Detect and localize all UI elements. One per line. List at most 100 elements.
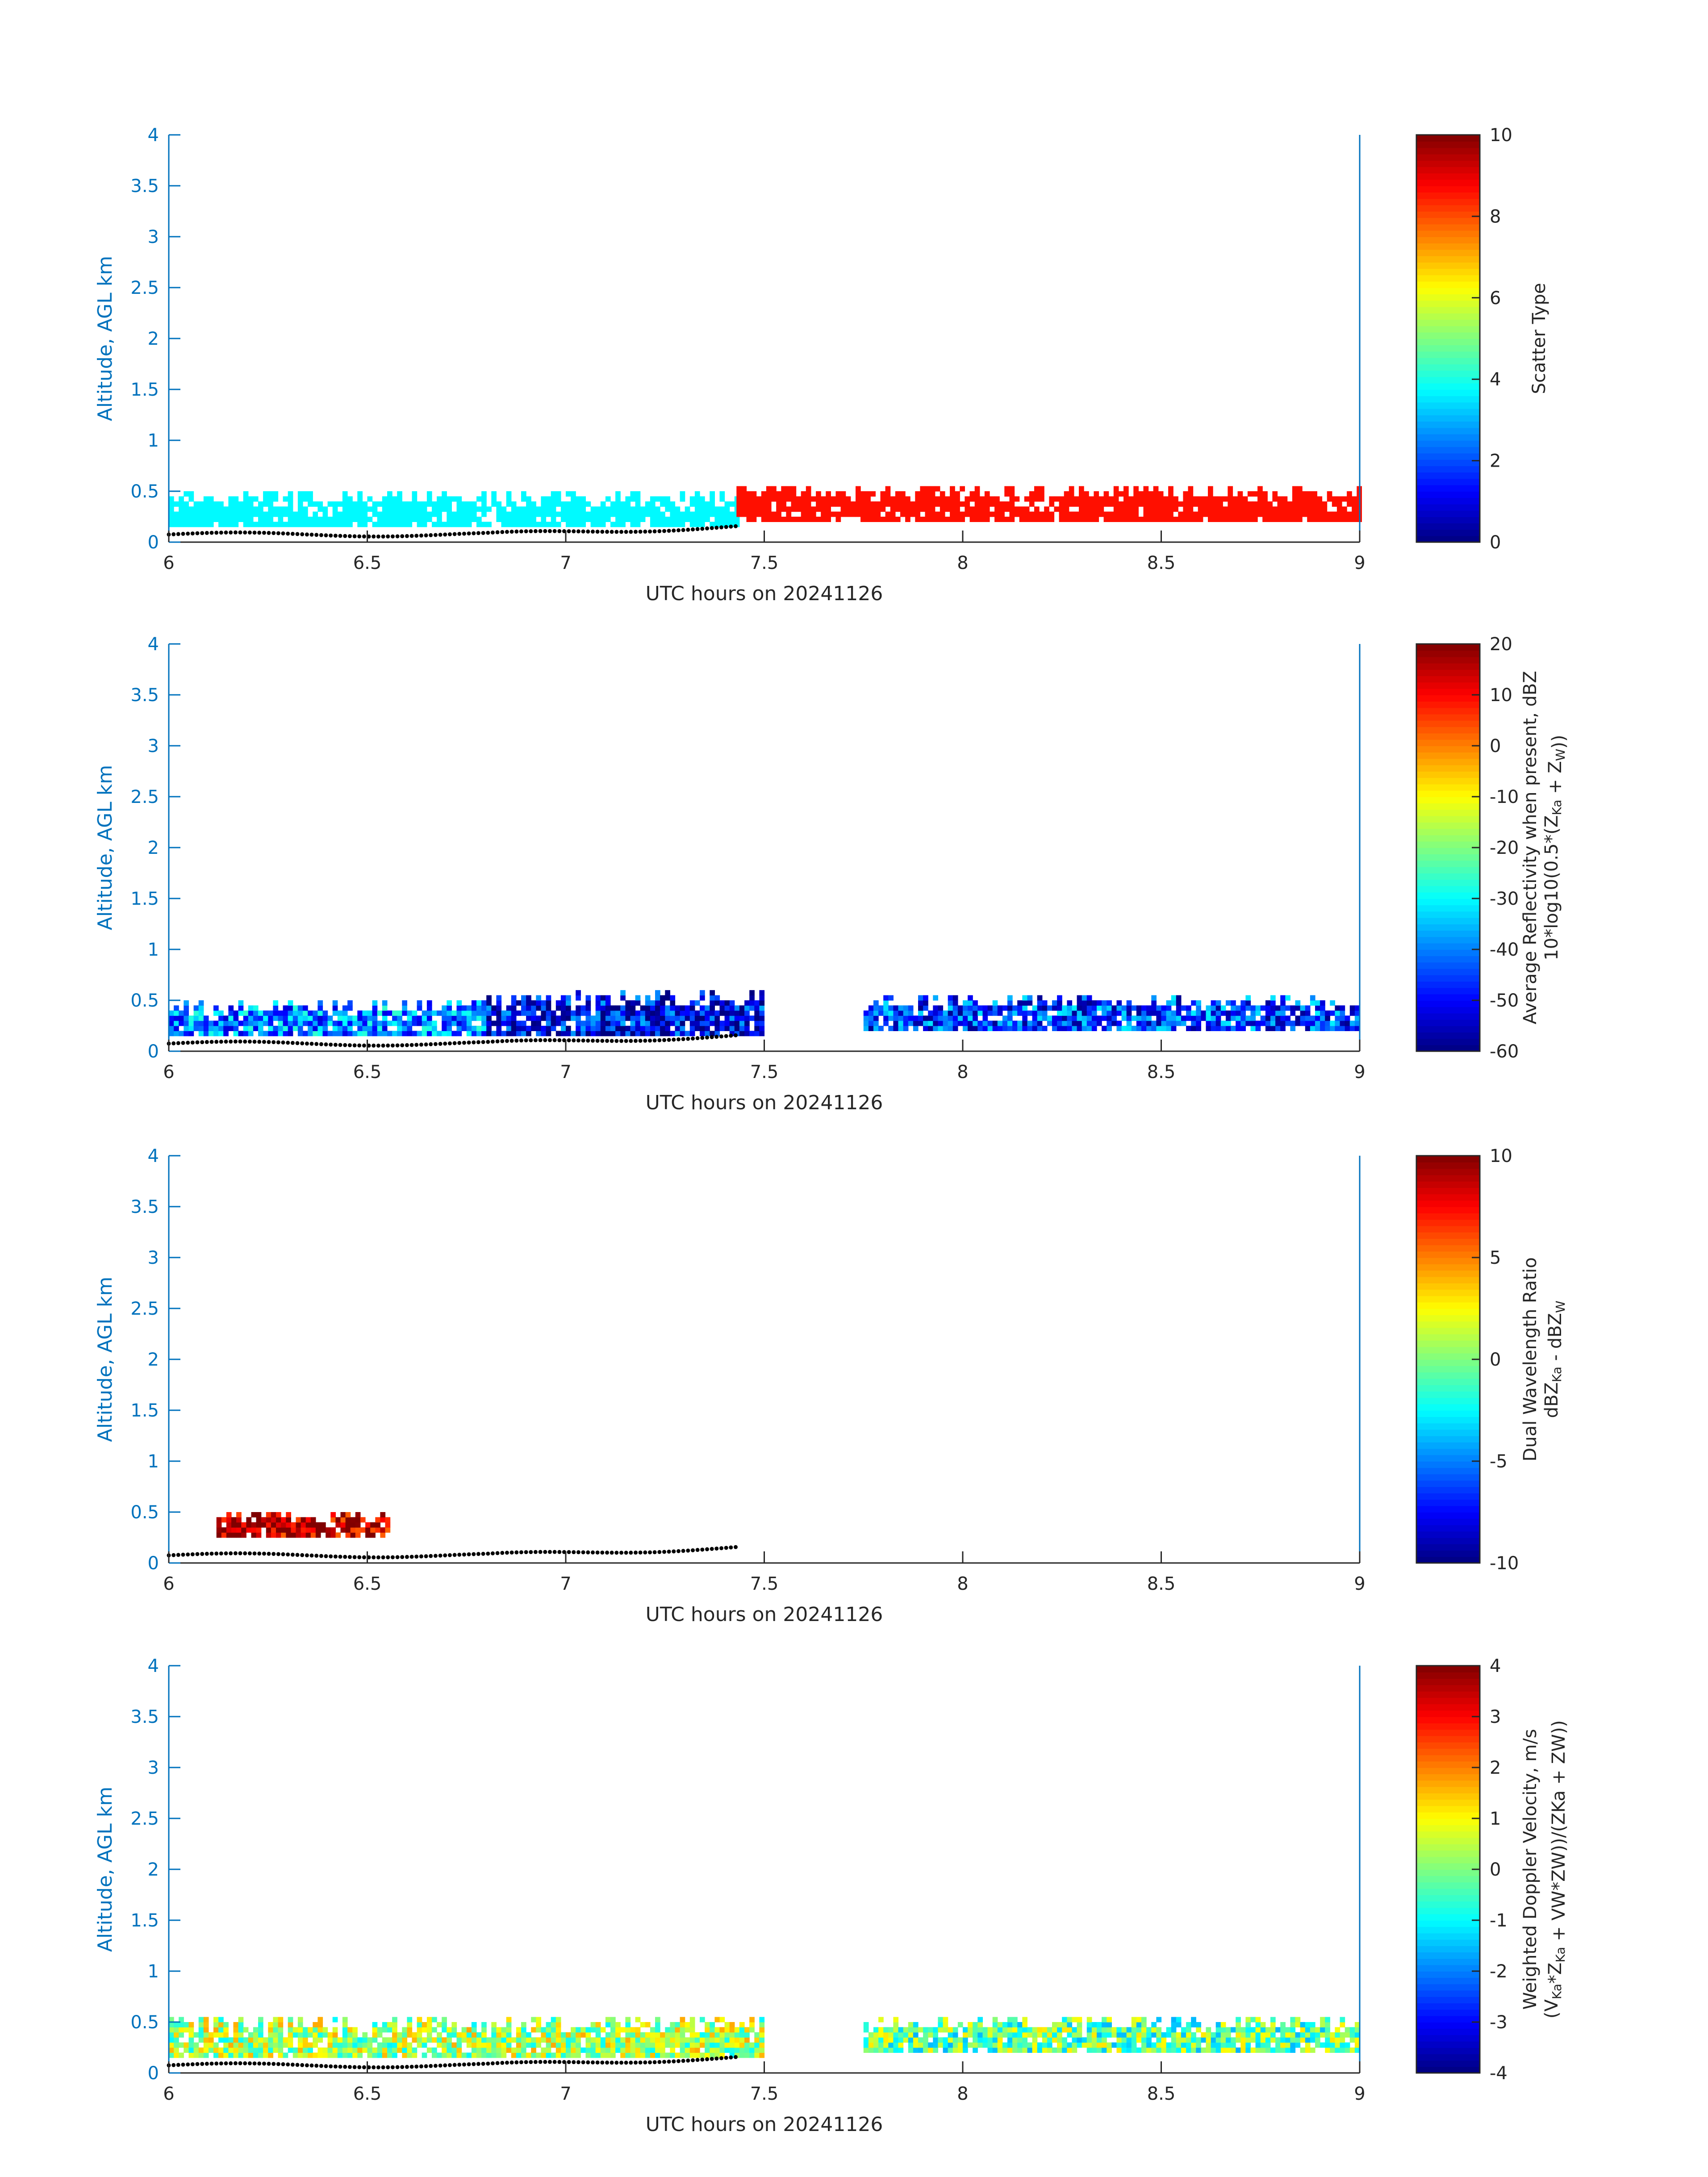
heatmap-cell [1250,1010,1256,1016]
heatmap-cell [670,1015,676,1021]
heatmap-cell [243,501,249,507]
heatmap-cell [216,1532,222,1538]
heatmap-cell [184,1010,189,1016]
heatmap-cell [476,1015,482,1021]
heatmap-cell [974,506,980,512]
heatmap-cell [1245,1015,1251,1021]
heatmap-cell [1039,511,1044,517]
heatmap-cell [471,1015,477,1021]
heatmap-cell [1022,995,1027,1001]
heatmap-cell [625,517,631,522]
heatmap-cell [1305,1015,1311,1021]
heatmap-cell [367,1020,373,1026]
heatmap-cell [1086,2037,1092,2043]
heatmap-cell [1315,2027,1320,2033]
heatmap-cell [826,517,831,522]
colorbar-swatch [1416,663,1480,670]
heatmap-cell [1062,2047,1067,2053]
heatmap-cell [615,2032,621,2038]
heatmap-cell [918,2037,923,2043]
heatmap-cell [367,1010,373,1016]
ground-marker [557,1550,562,1554]
heatmap-cell [228,1026,234,1031]
heatmap-cell [873,1010,879,1016]
colorbar-swatch [1416,1258,1480,1265]
colorbar-swatch [1416,205,1480,212]
heatmap-cell [278,2022,284,2027]
heatmap-cell [595,2052,601,2058]
heatmap-cell [521,491,526,497]
heatmap-cell [1027,2042,1033,2048]
heatmap-cell [1196,2042,1201,2048]
colorbar-tick-label: -3 [1490,2012,1508,2033]
ground-marker [667,529,671,533]
ground-marker [419,1554,423,1559]
heatmap-cell [179,1010,184,1016]
heatmap-cell [303,1005,308,1011]
heatmap-cell [437,1031,442,1036]
ground-marker [243,530,247,535]
heatmap-cell [950,496,955,502]
heatmap-cell [251,1512,257,1517]
heatmap-cell [605,1020,611,1026]
ground-marker [462,1040,466,1045]
heatmap-cell [184,2022,189,2027]
ground-marker-dots [167,1033,738,1048]
heatmap-cell [1196,2022,1201,2027]
ground-marker [524,529,528,534]
heatmap-cell [1143,491,1149,497]
heatmap-cell [213,2032,219,2038]
heatmap-cell [974,501,980,507]
heatmap-cell [974,517,980,522]
heatmap-cell [526,522,531,527]
heatmap-cell [526,496,531,502]
heatmap-cell [297,1005,303,1011]
heatmap-cell [1181,2027,1186,2033]
colorbar-swatch [1416,917,1480,924]
heatmap-cell [1215,1020,1221,1026]
heatmap-cell [228,1020,234,1026]
heatmap-cell [1280,1000,1286,1006]
colorbar-swatch [1416,1283,1480,1290]
colorbar-swatch [1416,2041,1480,2048]
heatmap-cell [1232,501,1238,507]
ground-marker [519,529,523,534]
heatmap-cell [1305,2022,1311,2027]
heatmap-cell [387,1031,393,1036]
heatmap-cell [442,2022,447,2027]
heatmap-cell [969,496,975,502]
heatmap-cell [900,501,906,507]
heatmap-cell [630,1000,636,1006]
heatmap-cell [447,522,452,527]
heatmap-cell [226,1522,232,1528]
heatmap-cell [1327,496,1332,502]
ground-marker [338,1043,342,1047]
ground-marker [405,1043,409,1047]
heatmap-cell [635,1020,641,1026]
heatmap-cell [1148,506,1154,512]
colorbar-tick-label: -1 [1490,1910,1508,1931]
heatmap-cell [1102,2017,1107,2022]
ground-marker [271,1040,276,1045]
heatmap-cell [650,506,656,512]
heatmap-cell [1089,511,1094,517]
heatmap-cell [541,2052,547,2058]
heatmap-cell [888,1015,894,1021]
heatmap-cell [694,2047,700,2053]
heatmap-cell [516,1020,522,1026]
heatmap-cell [231,1527,237,1533]
ground-marker [238,1039,242,1044]
colorbar-swatch [1416,892,1480,899]
heatmap-cell [979,511,985,517]
heatmap-cell [1086,1015,1092,1021]
heatmap-cell [1354,1005,1360,1011]
heatmap-cell [1340,2022,1345,2027]
heatmap-cell [447,2037,452,2043]
heatmap-cell [650,2042,656,2048]
heatmap-cell [741,496,747,502]
heatmap-cell [283,1026,288,1031]
heatmap-cell [650,1005,656,1011]
heatmap-cell [1022,1020,1027,1026]
heatmap-cell [310,1517,316,1523]
heatmap-cell [1327,511,1332,517]
